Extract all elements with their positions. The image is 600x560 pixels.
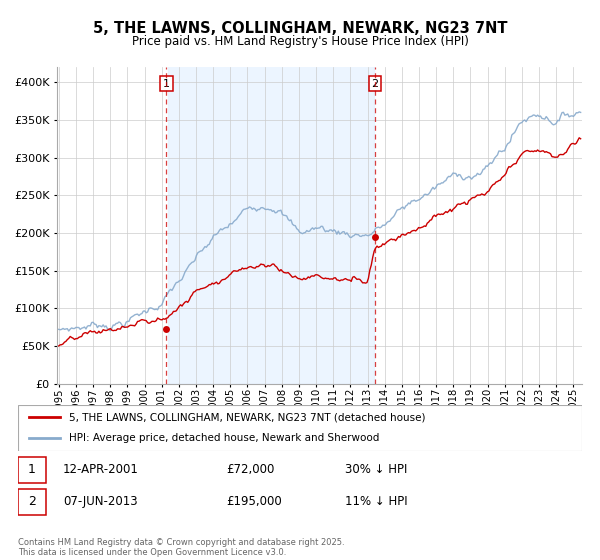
Text: £72,000: £72,000 [227,463,275,476]
Text: £195,000: £195,000 [227,496,283,508]
FancyBboxPatch shape [18,489,46,515]
Text: 07-JUN-2013: 07-JUN-2013 [63,496,138,508]
Text: HPI: Average price, detached house, Newark and Sherwood: HPI: Average price, detached house, Newa… [69,433,379,444]
Text: 5, THE LAWNS, COLLINGHAM, NEWARK, NG23 7NT: 5, THE LAWNS, COLLINGHAM, NEWARK, NG23 7… [93,21,507,36]
FancyBboxPatch shape [18,457,46,483]
Text: 12-APR-2001: 12-APR-2001 [63,463,139,476]
Text: 30% ↓ HPI: 30% ↓ HPI [345,463,407,476]
Text: 11% ↓ HPI: 11% ↓ HPI [345,496,408,508]
Text: 5, THE LAWNS, COLLINGHAM, NEWARK, NG23 7NT (detached house): 5, THE LAWNS, COLLINGHAM, NEWARK, NG23 7… [69,412,425,422]
Text: 1: 1 [28,463,36,476]
Text: 1: 1 [163,78,170,88]
Text: 2: 2 [28,496,36,508]
Text: Price paid vs. HM Land Registry's House Price Index (HPI): Price paid vs. HM Land Registry's House … [131,35,469,48]
Text: Contains HM Land Registry data © Crown copyright and database right 2025.
This d: Contains HM Land Registry data © Crown c… [18,538,344,557]
FancyBboxPatch shape [18,405,582,451]
Text: 2: 2 [371,78,379,88]
